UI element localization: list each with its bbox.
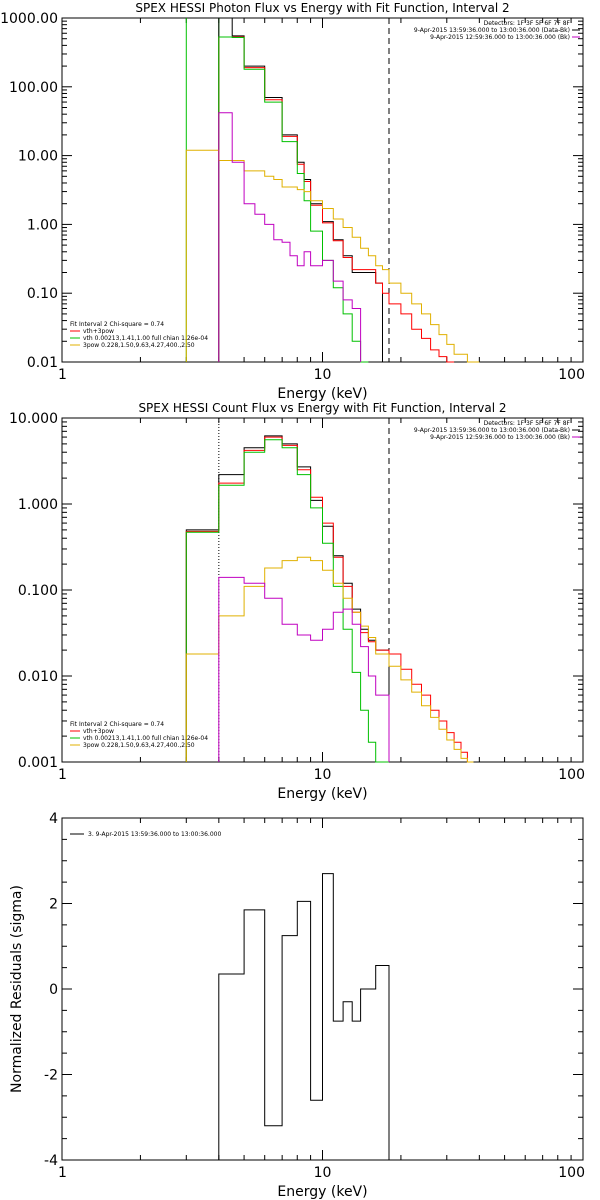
y-tick-label: 0.001 bbox=[18, 755, 58, 771]
chart-title: SPEX HESSI Photon Flux vs Energy with Fi… bbox=[135, 1, 509, 15]
y-tick-label: 100.00 bbox=[9, 80, 58, 96]
series-line-4 bbox=[185, 149, 480, 363]
x-tick-label: 100 bbox=[558, 767, 585, 783]
legend-entry: vth+3pow bbox=[83, 728, 114, 735]
plot-frame bbox=[61, 417, 584, 763]
legend-entry: vth+3pow bbox=[83, 328, 114, 335]
y-tick-label: 0.10 bbox=[27, 286, 58, 302]
y-tick-label: 2 bbox=[49, 897, 58, 913]
panel-3: 1 10 100 Energy (keV) -4 -2 0 2 4 Normalized Resi… bbox=[9, 811, 585, 1200]
x-tick-label: 1 bbox=[58, 367, 67, 383]
legend-entry: 3pow 0.228,1.50,9.63,4.27,400.,2.50 bbox=[83, 742, 195, 749]
y-tick-label: 0.010 bbox=[18, 669, 58, 685]
x-tick-label: 10 bbox=[314, 1165, 332, 1181]
y-tick-label: 0 bbox=[49, 982, 58, 998]
y-tick-label: 10.000 bbox=[9, 411, 58, 427]
chart-title: SPEX HESSI Count Flux vs Energy with Fit… bbox=[138, 401, 506, 415]
legend-entry: 3. 9-Apr-2015 13:59:36.000 to 13:00:36.0… bbox=[88, 831, 221, 838]
legend-entry: 9-Apr-2015 12:59:36.000 to 13:00:36.000 … bbox=[430, 434, 570, 441]
series-line-3 bbox=[185, 439, 389, 763]
y-axis-label: Normalized Residuals (sigma) bbox=[9, 885, 25, 1093]
y-tick-label: 1.00 bbox=[27, 217, 58, 233]
y-tick-label: 4 bbox=[49, 811, 58, 827]
legend-entry: 9-Apr-2015 13:59:36.000 to 13:00:36.000 … bbox=[414, 27, 570, 34]
y-tick-label: -2 bbox=[44, 1068, 58, 1084]
y-tick-label: 10.00 bbox=[18, 149, 58, 165]
series-line-1 bbox=[218, 873, 390, 1160]
plot-frame bbox=[61, 17, 584, 363]
legend-entry: Detectors: 1F 3F 5F 6F 7F 8F bbox=[484, 420, 571, 427]
y-tick-label: 0.100 bbox=[18, 583, 58, 599]
y-tick-label: 1.000 bbox=[18, 497, 58, 513]
series-line-5 bbox=[218, 576, 390, 762]
legend-entry: Detectors: 1F 3F 5F 6F 7F 8F bbox=[484, 20, 571, 27]
x-tick-label: 1 bbox=[58, 767, 67, 783]
x-tick-label: 100 bbox=[558, 367, 585, 383]
legend-entry: 3pow 0.228,1.50,9.63,4.27,400.,2.50 bbox=[83, 342, 195, 349]
legend-entry: 9-Apr-2015 13:59:36.000 to 13:00:36.000 … bbox=[414, 427, 570, 434]
legend-entry: vth 0.00213,1.41,1.00 full chian 1.26e-0… bbox=[83, 335, 208, 342]
series-line-4 bbox=[185, 556, 474, 763]
y-tick-label: -4 bbox=[44, 1153, 58, 1169]
legend-entry: 9-Apr-2015 12:59:36.000 to 13:00:36.000 … bbox=[430, 34, 570, 41]
x-tick-label: 10 bbox=[314, 767, 332, 783]
x-axis-label: Energy (keV) bbox=[277, 786, 367, 802]
panel-2: SPEX HESSI Count Flux vs Energy with Fit… bbox=[9, 401, 585, 802]
x-tick-label: 10 bbox=[314, 367, 332, 383]
panel-1: SPEX HESSI Photon Flux vs Energy with Fi… bbox=[0, 1, 585, 402]
x-tick-label: 1 bbox=[58, 1165, 67, 1181]
legend-entry: Fit Interval 2 Chi-square = 0.74 bbox=[70, 721, 164, 728]
y-tick-label: 0.01 bbox=[27, 355, 58, 371]
x-axis-label: Energy (keV) bbox=[277, 1184, 367, 1200]
legend-entry: Fit Interval 2 Chi-square = 0.74 bbox=[70, 321, 164, 328]
series-line-3 bbox=[218, 36, 369, 363]
x-tick-label: 100 bbox=[558, 1165, 585, 1181]
legend-entry: vth 0.00213,1.41,1.00 full chian 1.26e-0… bbox=[83, 735, 208, 742]
series-line-2 bbox=[218, 36, 455, 363]
x-axis-label: Energy (keV) bbox=[277, 386, 367, 402]
series-line-5 bbox=[218, 112, 362, 362]
y-tick-label: 1000.00 bbox=[0, 11, 58, 27]
series-line-1 bbox=[185, 435, 390, 762]
